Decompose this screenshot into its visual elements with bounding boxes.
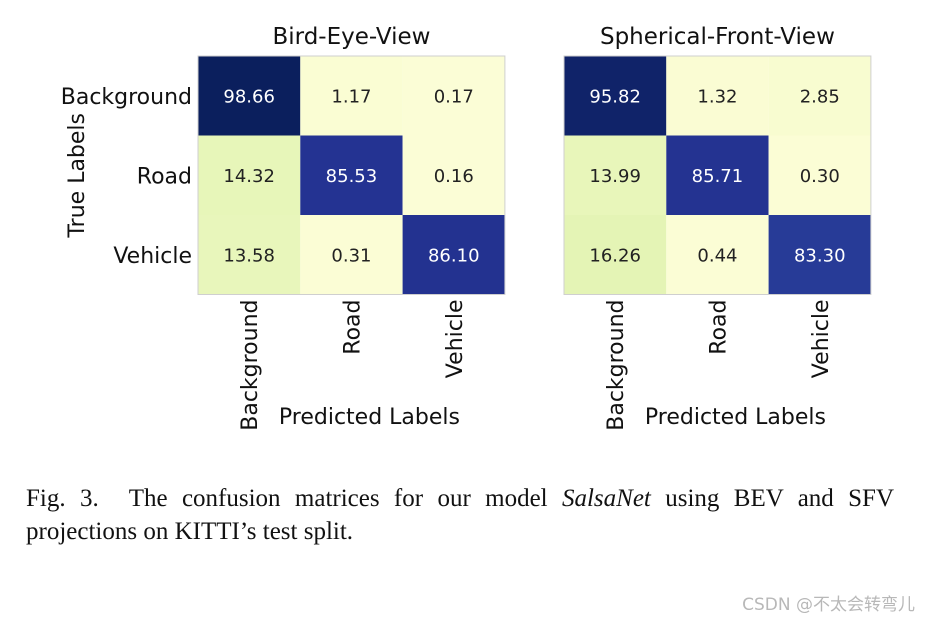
heatmap-cell xyxy=(768,215,871,295)
caption-text-after: using BEV and SFV projections on KITTI’s… xyxy=(26,485,895,545)
heatmap-cell xyxy=(666,56,769,136)
figure-caption: Fig. 3. The confusion matrices for our mo… xyxy=(26,482,894,548)
cell-value-label: 95.82 xyxy=(589,86,641,107)
cell-value-label: 98.66 xyxy=(223,86,275,107)
heatmap-cell xyxy=(564,56,667,136)
chart-title: Spherical-Front-View xyxy=(600,24,835,50)
cell-value-label: 1.17 xyxy=(331,86,371,107)
heatmap-cell xyxy=(198,135,301,215)
heatmap-cell xyxy=(300,215,403,295)
cell-value-label: 85.53 xyxy=(326,166,378,187)
x-tick-label: Background xyxy=(604,300,629,431)
cell-value-label: 0.17 xyxy=(434,86,474,107)
cell-value-label: 83.30 xyxy=(794,245,846,266)
heatmap-cell xyxy=(768,135,871,215)
cell-value-label: 13.99 xyxy=(589,166,641,187)
cell-value-label: 16.26 xyxy=(589,245,641,266)
y-tick-label: Road xyxy=(137,164,192,189)
x-tick-label: Road xyxy=(340,300,365,355)
caption-model-name: SalsaNet xyxy=(561,485,651,512)
heatmap-frame xyxy=(197,55,506,295)
heatmap-cell xyxy=(198,215,301,295)
y-tick-label: Background xyxy=(61,85,192,110)
caption-label: Fig. 3. xyxy=(26,485,99,512)
heatmap-cell xyxy=(666,135,769,215)
cell-value-label: 0.30 xyxy=(800,166,840,187)
x-tick-label: Vehicle xyxy=(809,300,834,379)
heatmap-cell xyxy=(564,135,667,215)
x-tick-label: Background xyxy=(238,300,263,431)
cell-value-label: 13.58 xyxy=(223,245,275,266)
x-axis-label: Predicted Labels xyxy=(645,405,826,430)
x-tick-label: Vehicle xyxy=(443,300,468,379)
heatmap-cell xyxy=(402,135,505,215)
sfv-confusion-matrix: Spherical-Front-View 95.82 1.32 2.85 13.99 85… xyxy=(563,24,872,431)
caption-text-before: The confusion matrices for our model xyxy=(128,485,562,512)
confusion-matrix-figure: Bird-Eye-View 98.66 1.17 0.17 14.32 85.53 0.16… xyxy=(61,24,872,431)
cell-value-label: 85.71 xyxy=(692,166,744,187)
y-tick-label: Vehicle xyxy=(113,244,192,269)
bev-confusion-matrix: Bird-Eye-View 98.66 1.17 0.17 14.32 85.53 0.16… xyxy=(61,24,506,431)
cell-value-label: 0.31 xyxy=(331,245,371,266)
cell-value-label: 2.85 xyxy=(800,86,840,107)
cell-value-label: 1.32 xyxy=(697,86,737,107)
x-axis-label: Predicted Labels xyxy=(279,405,460,430)
cell-value-label: 14.32 xyxy=(223,166,275,187)
heatmap-cell xyxy=(564,215,667,295)
heatmap-cell xyxy=(402,56,505,136)
heatmap-frame xyxy=(563,55,872,295)
y-axis-label: True Labels xyxy=(65,113,90,239)
cell-value-label: 86.10 xyxy=(428,245,480,266)
heatmap-cell xyxy=(198,56,301,136)
heatmap-cell xyxy=(402,215,505,295)
cell-value-label: 0.16 xyxy=(434,166,474,187)
heatmap-cell xyxy=(768,56,871,136)
cell-value-label: 0.44 xyxy=(697,245,737,266)
watermark: CSDN @不太会转弯儿 xyxy=(742,595,915,615)
x-tick-label: Road xyxy=(706,300,731,355)
heatmap-cell xyxy=(300,135,403,215)
chart-title: Bird-Eye-View xyxy=(272,24,430,50)
heatmap-cell xyxy=(666,215,769,295)
heatmap-cell xyxy=(300,56,403,136)
